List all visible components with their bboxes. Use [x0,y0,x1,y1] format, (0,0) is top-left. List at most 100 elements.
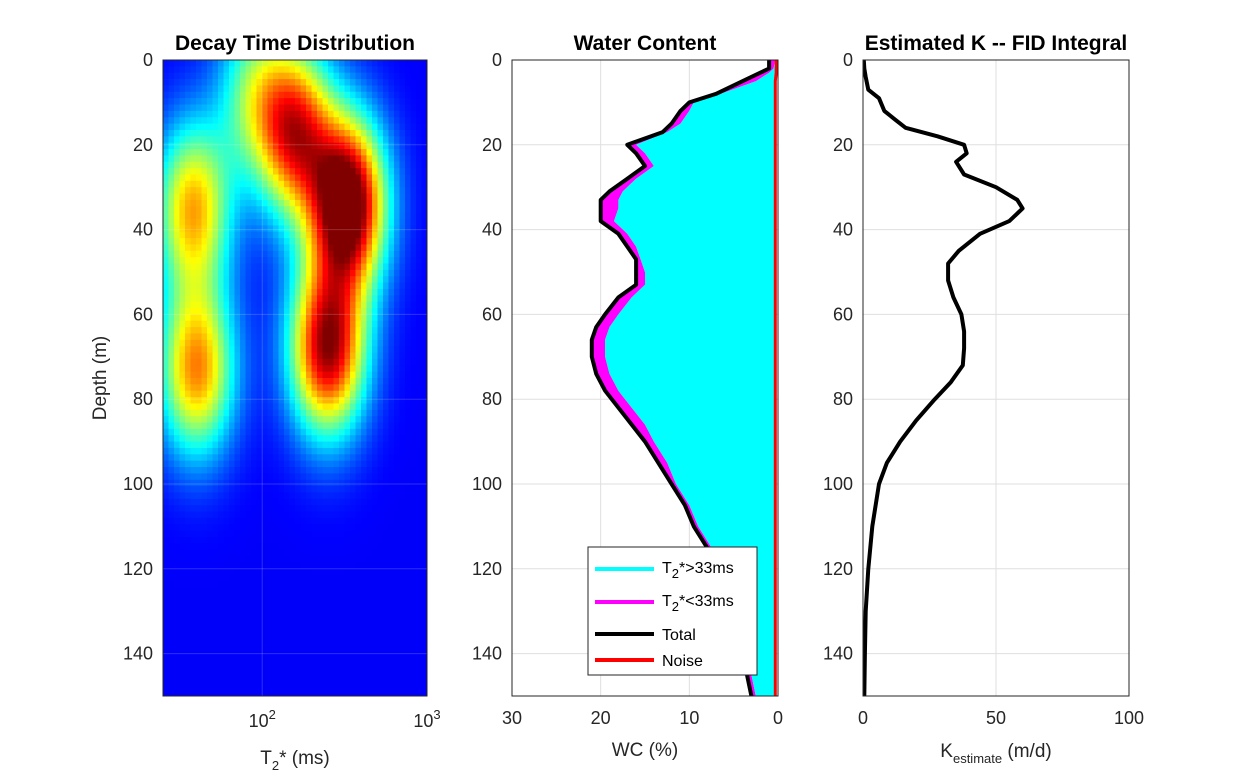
heatmap-cell [300,549,307,557]
heatmap-cell [212,657,219,665]
heatmap-cell [223,689,230,696]
heatmap-cell [295,505,302,513]
heatmap-cell [333,282,340,290]
heatmap-cell [278,416,285,424]
heatmap-cell [223,225,230,233]
heatmap-cell [355,460,362,468]
heatmap-cell [212,479,219,487]
heatmap-cell [196,301,203,309]
heatmap-cell [328,575,335,583]
heatmap-cell [355,378,362,385]
heatmap-cell [322,397,329,405]
heatmap-cell [410,85,417,93]
heatmap-cell [163,174,170,182]
heatmap-cell [168,537,175,544]
heatmap-cell [207,549,214,557]
heatmap-cell [278,638,285,646]
heatmap-cell [284,606,291,614]
heatmap-cell [399,670,406,678]
heatmap-cell [295,460,302,468]
heatmap-cell [399,346,406,354]
heatmap-cell [328,428,335,436]
heatmap-cell [405,180,412,188]
heatmap-cell [201,606,208,614]
heatmap-cell [245,161,252,169]
heatmap-cell [229,199,236,207]
heatmap-cell [229,676,236,684]
heatmap-cell [190,333,197,341]
heatmap-cell [218,632,225,640]
heatmap-cell [344,371,351,379]
heatmap-cell [399,269,406,277]
heatmap-cell [322,556,329,564]
heatmap-cell [300,594,307,602]
heatmap-cell [278,72,285,80]
heatmap-cell [399,219,406,226]
heatmap-cell [240,606,247,614]
heatmap-cell [245,123,252,131]
heatmap-cell [190,295,197,303]
heatmap-cell [355,333,362,341]
heatmap-cell [179,180,186,188]
heatmap-cell [355,492,362,500]
heatmap-cell [399,149,406,156]
heatmap-cell [377,110,384,118]
heatmap-cell [251,129,258,137]
heatmap-cell [405,657,412,665]
heatmap-cell [355,689,362,696]
heatmap-cell [179,435,186,443]
heatmap-cell [410,219,417,226]
heatmap-cell [229,581,236,589]
heatmap-cell [185,219,192,226]
heatmap-cell [190,689,197,696]
heatmap-cell [278,479,285,487]
heatmap-cell [361,352,368,360]
heatmap-cell [410,168,417,176]
heatmap-cell [284,683,291,691]
heatmap-cell [405,632,412,640]
heatmap-cell [377,657,384,665]
heatmap-cell [267,117,274,125]
heatmap-cell [168,460,175,468]
heatmap-cell [317,250,324,258]
heatmap-cell [377,104,384,112]
heatmap-cell [207,689,214,696]
heatmap-cell [410,384,417,392]
heatmap-cell [190,390,197,398]
heatmap-cell [355,231,362,239]
heatmap-cell [355,149,362,156]
heatmap-cell [421,79,427,87]
heatmap-cell [405,358,412,366]
heatmap-cell [278,460,285,468]
heatmap-cell [201,397,208,405]
heatmap-cell [284,530,291,538]
heatmap-cell [311,651,318,659]
heatmap-cell [278,155,285,163]
heatmap-cell [201,199,208,207]
heatmap-cell [383,530,390,538]
heatmap-cell [388,142,395,150]
heatmap-cell [251,638,258,646]
heatmap-cell [339,626,346,633]
heatmap-cell [234,473,241,481]
heatmap-cell [201,206,208,214]
heatmap-cell [251,651,258,659]
heatmap-cell [273,301,280,309]
heatmap-cell [311,473,318,481]
heatmap-cell [207,517,214,525]
heatmap-cell [185,110,192,118]
heatmap-cell [377,594,384,602]
heatmap-cell [394,231,401,239]
heatmap-cell [306,613,313,621]
heatmap-cell [218,295,225,303]
heatmap-cell [251,390,258,398]
heatmap-cell [410,467,417,474]
heatmap-cell [405,333,412,341]
heatmap-cell [383,435,390,443]
heatmap-cell [317,295,324,303]
heatmap-cell [256,219,263,226]
heatmap-cell [251,288,258,296]
heatmap-cell [416,378,423,385]
heatmap-cell [317,575,324,583]
heatmap-cell [289,314,296,322]
